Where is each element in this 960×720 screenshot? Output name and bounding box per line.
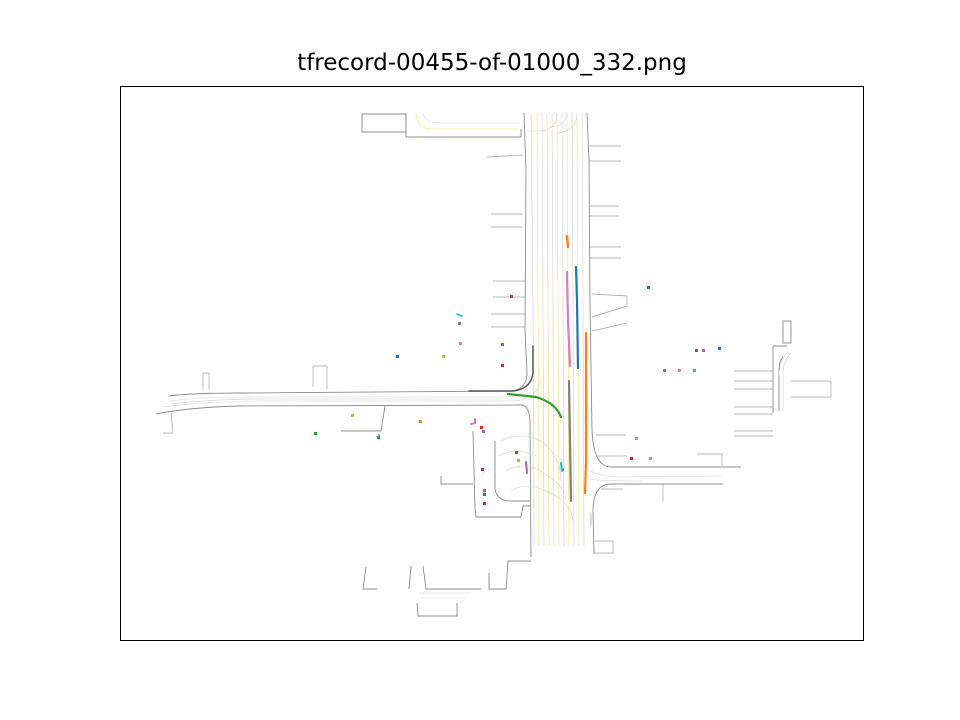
road-edge-east-far-2: [778, 356, 784, 411]
road-edge-south-box: [416, 602, 458, 617]
road-edge-west-main: [168, 112, 528, 397]
trajectory-orange-north: [565, 234, 570, 249]
agent-marker: [482, 430, 485, 433]
agent-marker: [396, 355, 399, 358]
road-edge-misc-1: [440, 476, 473, 485]
trajectory-gray-1: [567, 379, 573, 503]
trajectory-pink: [565, 270, 572, 368]
agent-marker: [483, 493, 486, 496]
trajectory-pink-small: [470, 418, 476, 425]
agent-marker: [693, 369, 696, 372]
lane-centers: [162, 112, 792, 599]
agent-marker: [442, 355, 445, 358]
agent-marker: [377, 436, 380, 439]
road-edges: [155, 112, 792, 617]
agent-marker: [480, 426, 483, 429]
agent-marker: [459, 342, 462, 345]
agent-marker: [510, 295, 513, 298]
agent-marker: [483, 502, 486, 505]
parcel-lines: [163, 145, 832, 554]
agent-marker: [501, 364, 504, 367]
road-edge-east-main: [586, 112, 741, 468]
map-canvas: [155, 112, 832, 617]
trajectory-gray-2: [468, 345, 534, 392]
agent-marker: [649, 457, 652, 460]
agent-marker: [647, 286, 650, 289]
agent-marker: [419, 420, 422, 423]
trajectory-blue: [574, 265, 580, 370]
road-edge-west-lower: [155, 404, 532, 558]
agent-markers: [314, 286, 721, 505]
agent-marker: [695, 349, 698, 352]
agent-marker: [702, 349, 705, 352]
road-edge-east-lower: [592, 483, 723, 555]
agent-marker: [515, 451, 518, 454]
agent-trajectories: [378, 234, 588, 503]
trajectory-teal-small: [456, 313, 463, 317]
agent-marker: [635, 437, 638, 440]
road-edge-east-far: [772, 320, 792, 413]
agent-marker: [458, 322, 461, 325]
agent-marker: [663, 369, 666, 372]
agent-marker: [561, 468, 564, 471]
figure-title: tfrecord-00455-of-01000_332.png: [297, 50, 687, 76]
agent-marker: [483, 489, 486, 492]
trajectory-purple: [525, 461, 528, 474]
road-edge-north-left-box: [361, 113, 407, 133]
agent-marker: [517, 459, 520, 462]
road-edge-lot: [472, 430, 531, 518]
agent-marker: [481, 468, 484, 471]
road-edge-south-curbs: [362, 560, 531, 590]
agent-marker: [314, 432, 317, 435]
road-edge-misc-2: [341, 405, 386, 432]
road-edge-lot-inner: [494, 441, 531, 502]
agent-marker: [501, 343, 504, 346]
agent-marker: [630, 457, 633, 460]
agent-marker: [678, 369, 681, 372]
agent-marker: [718, 347, 721, 350]
agent-marker: [351, 414, 354, 417]
trajectory-orange-long: [583, 331, 588, 495]
trajectory-green-turn: [506, 392, 563, 419]
map-plot-area: [120, 86, 864, 641]
road-edge-north-loop: [405, 113, 522, 138]
